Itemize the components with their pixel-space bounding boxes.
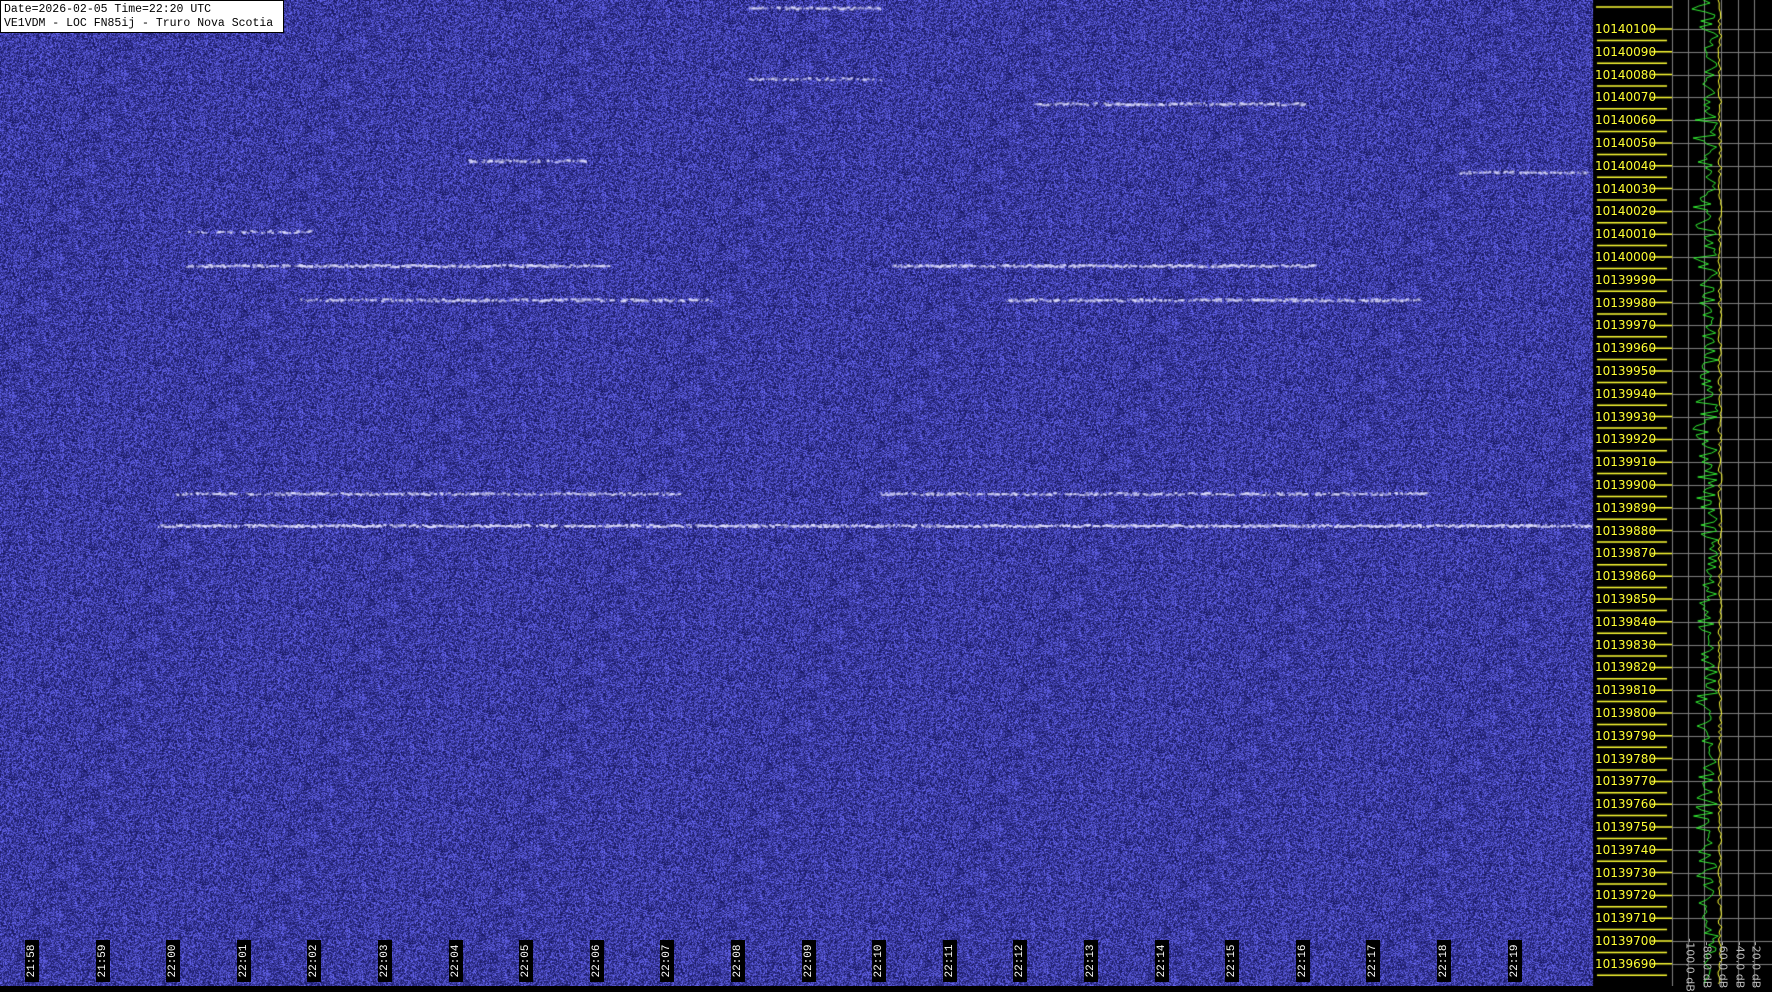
frequency-tick-label: 10139810 — [1595, 683, 1657, 698]
time-tick-label: 22:06 — [589, 940, 604, 982]
db-tick-label: -20.0 dB — [1749, 941, 1763, 989]
frequency-tick-label: 10139940 — [1595, 386, 1657, 401]
station-label: VE1VDM - LOC FN85ij - Truro Nova Scotia — [4, 17, 274, 30]
frequency-tick-label: 10139830 — [1595, 637, 1657, 652]
frequency-tick-label: 10139990 — [1595, 272, 1657, 287]
time-tick-label: 22:12 — [1013, 940, 1028, 982]
frequency-tick-label: 10140000 — [1595, 250, 1657, 264]
time-tick-label: 22:07 — [660, 940, 675, 982]
time-tick-label: 22:10 — [872, 940, 887, 982]
time-tick-label: 22:19 — [1507, 940, 1522, 982]
frequency-tick-label: 10139690 — [1595, 956, 1657, 971]
frequency-tick-label: 10139920 — [1595, 432, 1657, 447]
frequency-tick-label: 10140090 — [1595, 44, 1657, 59]
frequency-tick-label: 10139750 — [1595, 820, 1657, 834]
frequency-tick-label: 10140040 — [1595, 158, 1657, 173]
frequency-tick-label: 10139790 — [1595, 728, 1657, 743]
time-tick-label: 22:14 — [1154, 940, 1169, 982]
time-tick-label: 22:16 — [1295, 940, 1310, 982]
frequency-tick-label: 10140100 — [1595, 22, 1657, 36]
time-tick-label: 22:13 — [1084, 940, 1098, 982]
frequency-tick-label: 10139780 — [1595, 751, 1657, 766]
db-tick-label: -80.0 dB — [1700, 941, 1714, 989]
frequency-tick-label: 10139730 — [1595, 865, 1657, 880]
frequency-tick-label: 10140020 — [1595, 204, 1657, 219]
frequency-tick-label: 10139880 — [1595, 523, 1657, 538]
frequency-tick-label: 10140060 — [1595, 113, 1657, 128]
frequency-tick-label: 10139970 — [1595, 318, 1657, 333]
frequency-tick-label: 10139960 — [1595, 341, 1657, 356]
db-tick-label: -40.0 dB — [1733, 941, 1747, 989]
frequency-tick-label: 10139950 — [1595, 364, 1657, 378]
frequency-tick-label: 10139720 — [1595, 888, 1657, 903]
frequency-tick-label: 10140010 — [1595, 227, 1657, 242]
time-tick-label: 22:04 — [448, 940, 463, 982]
frequency-tick-label: 10139770 — [1595, 774, 1657, 789]
frequency-tick-label: 10139850 — [1595, 592, 1657, 606]
frequency-tick-label: 10139910 — [1595, 455, 1657, 470]
frequency-tick-label: 10139760 — [1595, 797, 1657, 812]
time-tick-label: 22:03 — [378, 940, 392, 982]
frequency-tick-label: 10139930 — [1595, 409, 1657, 424]
db-tick-label: -100.0 dB — [1683, 938, 1697, 992]
time-tick-label: 22:08 — [731, 940, 745, 982]
time-tick-label: 22:02 — [307, 940, 322, 982]
time-tick-label: 22:17 — [1366, 940, 1381, 982]
time-tick-label: 22:00 — [166, 940, 181, 982]
frequency-tick-label: 10139740 — [1595, 842, 1657, 857]
frequency-tick-label: 10139900 — [1595, 478, 1657, 492]
frequency-tick-label: 10139980 — [1595, 295, 1657, 310]
station-info-box: Date=2026-02-05 Time=22:20 UTC VE1VDM - L… — [0, 0, 284, 33]
frequency-tick-label: 10139870 — [1595, 546, 1657, 561]
frequency-tick-label: 10139890 — [1595, 500, 1657, 515]
time-tick-label: 22:05 — [519, 940, 534, 982]
frequency-tick-label: 10139700 — [1595, 934, 1657, 948]
frequency-tick-label: 10140080 — [1595, 67, 1657, 82]
frequency-tick-label: 10140030 — [1595, 181, 1657, 196]
frequency-tick-label: 10139820 — [1595, 660, 1657, 675]
date-time-label: Date=2026-02-05 Time=22:20 UTC — [4, 3, 212, 16]
frequency-tick-label: 10140070 — [1595, 90, 1657, 105]
time-tick-label: 22:01 — [236, 940, 251, 982]
frequency-tick-label: 10139710 — [1595, 911, 1657, 926]
time-tick-label: 22:09 — [801, 940, 816, 982]
db-tick-label: -60.0 dB — [1716, 941, 1730, 989]
time-tick-label: 22:11 — [942, 940, 957, 982]
time-tick-label: 22:15 — [1225, 940, 1240, 982]
time-tick-label: 21:59 — [95, 940, 110, 982]
frequency-tick-label: 10140050 — [1595, 136, 1657, 150]
time-tick-label: 22:18 — [1437, 940, 1451, 982]
frequency-tick-label: 10139800 — [1595, 706, 1657, 720]
frequency-tick-label: 10139860 — [1595, 569, 1657, 584]
time-tick-label: 21:58 — [25, 940, 39, 982]
frequency-tick-label: 10139840 — [1595, 614, 1657, 629]
